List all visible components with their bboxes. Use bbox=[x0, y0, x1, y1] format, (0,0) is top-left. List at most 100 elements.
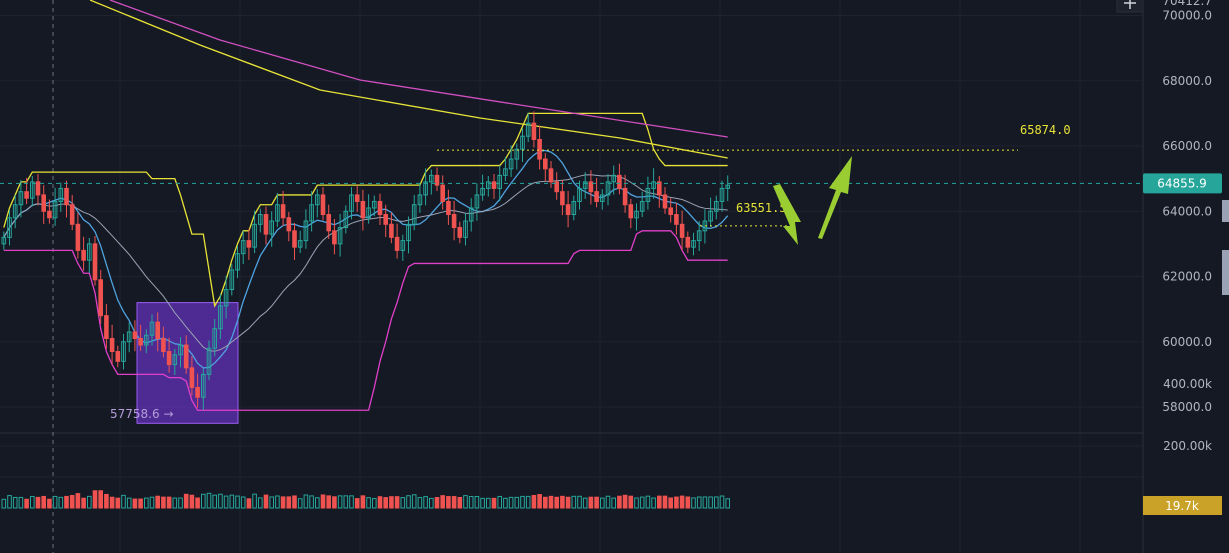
candle-body bbox=[451, 214, 457, 229]
volume-bar bbox=[525, 495, 531, 509]
volume-bar bbox=[708, 496, 713, 509]
volume-bar bbox=[634, 497, 639, 509]
candle-body bbox=[149, 321, 155, 336]
volume-bar bbox=[126, 497, 132, 509]
volume-bar bbox=[651, 497, 656, 509]
candle-body bbox=[429, 174, 434, 183]
candle-body bbox=[12, 204, 18, 219]
candle-body bbox=[708, 210, 713, 222]
candle-body bbox=[121, 341, 126, 362]
candle-body bbox=[354, 194, 360, 202]
volume-bar bbox=[172, 497, 178, 509]
candle-body bbox=[366, 207, 371, 219]
volume-bar bbox=[354, 498, 360, 509]
volume-bar bbox=[394, 496, 400, 509]
volume-bar bbox=[400, 497, 406, 509]
candle-body bbox=[178, 344, 183, 356]
candle-body bbox=[109, 337, 115, 353]
volume-bar bbox=[639, 496, 645, 509]
candle-body bbox=[582, 181, 588, 189]
volume-bar bbox=[212, 494, 217, 509]
volume-bar bbox=[269, 496, 274, 509]
candle-body bbox=[218, 305, 223, 330]
volume-bar bbox=[548, 495, 554, 509]
candle-body bbox=[229, 269, 235, 291]
volume-bar bbox=[104, 493, 109, 509]
candle-body bbox=[662, 194, 668, 209]
volume-bar bbox=[679, 495, 685, 509]
volume-bar bbox=[121, 494, 126, 509]
candle-body bbox=[560, 191, 565, 206]
volume-bar bbox=[315, 497, 320, 509]
candle-body bbox=[594, 191, 599, 202]
candle-body bbox=[297, 240, 303, 248]
volume-bar bbox=[429, 497, 434, 509]
volume-bar bbox=[149, 496, 155, 509]
volume-bar bbox=[263, 494, 269, 509]
candle-body bbox=[514, 148, 520, 160]
candle-body bbox=[87, 243, 92, 261]
volume-tick-label: 200.00k bbox=[1163, 439, 1212, 453]
price-tick-label: 68000.0 bbox=[1162, 74, 1212, 88]
candle-body bbox=[24, 191, 29, 199]
volume-bar bbox=[195, 497, 200, 509]
volume-bar bbox=[286, 496, 292, 509]
candle-body bbox=[30, 181, 35, 199]
volume-bar bbox=[457, 496, 463, 509]
candle-body bbox=[611, 174, 617, 183]
volume-bar bbox=[47, 498, 52, 509]
volume-bar bbox=[75, 493, 81, 509]
volume-bar bbox=[326, 495, 331, 509]
candle-body bbox=[98, 279, 104, 317]
candle-body bbox=[372, 200, 377, 209]
arrow-down-icon bbox=[773, 184, 801, 245]
volume-bar bbox=[343, 495, 349, 509]
volume-bar bbox=[537, 494, 542, 509]
crosshair-plus-icon[interactable] bbox=[1116, 0, 1144, 13]
candle-body bbox=[240, 240, 246, 255]
volume-bar bbox=[377, 496, 383, 509]
volume-bar bbox=[309, 495, 314, 509]
volume-bar bbox=[702, 496, 708, 509]
volume-bar bbox=[240, 496, 246, 509]
candle-body bbox=[668, 207, 674, 216]
candle-body bbox=[326, 214, 331, 232]
candle-body bbox=[144, 334, 149, 346]
candle-body bbox=[468, 207, 474, 222]
candle-body bbox=[634, 210, 639, 219]
price-tick-label: 58000.0 bbox=[1162, 400, 1212, 414]
volume-bar bbox=[87, 495, 92, 509]
volume-bar bbox=[360, 495, 366, 509]
volume-bar bbox=[571, 495, 577, 509]
candle-body bbox=[577, 187, 582, 202]
candle-body bbox=[617, 174, 622, 189]
volume-bar bbox=[577, 495, 582, 509]
candle-body bbox=[389, 223, 394, 238]
candle-body bbox=[315, 194, 320, 206]
candle-body bbox=[543, 158, 548, 170]
price-axis-labels: 58000.0 60000.0 62000.0 64000.0 66000.0 68000… bbox=[1162, 0, 1229, 453]
volume-bars bbox=[1, 490, 731, 509]
candle-body bbox=[691, 240, 696, 248]
volume-bar bbox=[246, 498, 252, 509]
volume-bar bbox=[24, 498, 29, 509]
volume-bar bbox=[81, 497, 86, 509]
volume-bar bbox=[337, 495, 343, 509]
candle-body bbox=[115, 351, 121, 362]
candle-body bbox=[258, 214, 263, 225]
volume-bar bbox=[161, 496, 166, 509]
candle-body bbox=[491, 181, 497, 189]
volume-bar bbox=[18, 496, 24, 509]
channel-upper-line bbox=[3, 112, 728, 308]
volume-bar bbox=[52, 495, 58, 509]
volume-bar bbox=[41, 495, 47, 509]
volume-bar bbox=[138, 498, 143, 509]
volume-bar bbox=[480, 497, 485, 509]
candle-body bbox=[520, 135, 525, 150]
volume-bar bbox=[657, 495, 662, 509]
candle-body bbox=[406, 223, 411, 242]
volume-bar bbox=[69, 494, 75, 509]
volume-bar bbox=[297, 498, 303, 509]
candle-body bbox=[548, 168, 554, 183]
